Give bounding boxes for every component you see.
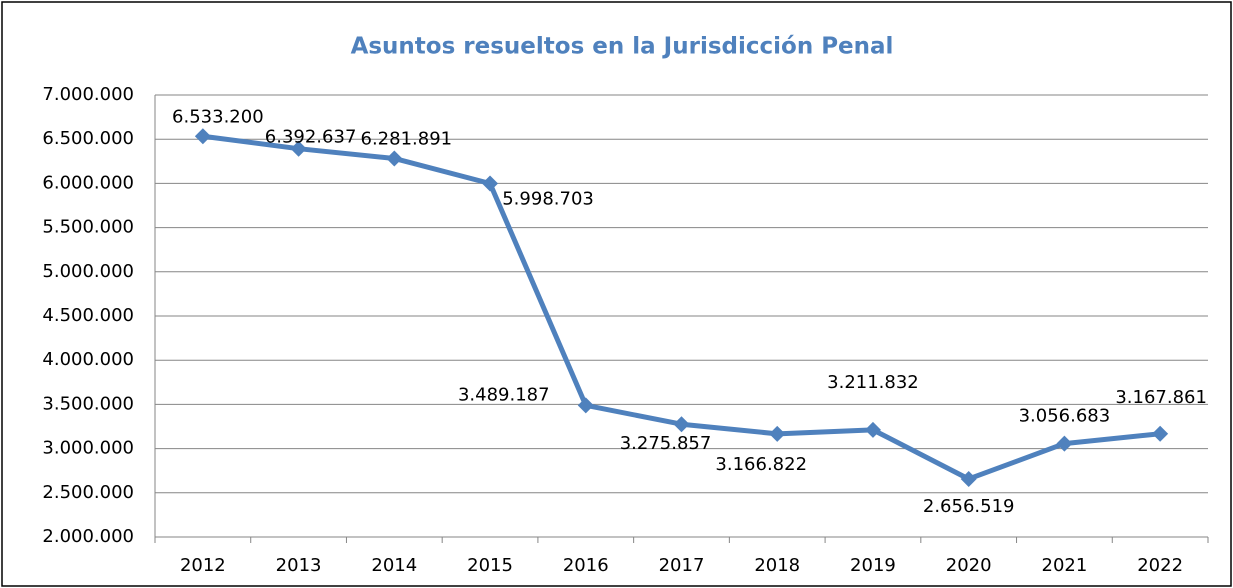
x-tick-label: 2016 <box>563 555 609 576</box>
point-marker <box>194 128 211 145</box>
point-marker <box>1152 425 1169 442</box>
data-label: 6.392.637 <box>265 127 357 148</box>
y-tick-label: 6.500.000 <box>42 128 134 149</box>
x-tick-label: 2014 <box>371 555 417 576</box>
data-label: 5.998.703 <box>502 189 594 210</box>
point-marker <box>577 397 594 414</box>
y-tick-label: 7.000.000 <box>42 84 134 105</box>
y-tick-label: 5.000.000 <box>42 261 134 282</box>
x-tick-label: 2015 <box>467 555 513 576</box>
point-marker <box>673 416 690 433</box>
y-tick-label: 4.500.000 <box>42 305 134 326</box>
point-marker <box>960 470 977 487</box>
x-tick-label: 2018 <box>754 555 800 576</box>
x-tick-label: 2013 <box>276 555 322 576</box>
data-label: 3.211.832 <box>827 372 919 393</box>
point-marker <box>482 175 499 192</box>
x-tick-label: 2017 <box>659 555 705 576</box>
y-tick-label: 3.000.000 <box>42 438 134 459</box>
data-label: 2.656.519 <box>923 496 1015 517</box>
data-label: 3.167.861 <box>1115 387 1207 408</box>
x-tick-label: 2019 <box>850 555 896 576</box>
y-tick-label: 3.500.000 <box>42 393 134 414</box>
y-tick-label: 4.000.000 <box>42 349 134 370</box>
y-tick-label: 2.000.000 <box>42 526 134 547</box>
point-marker <box>864 421 881 438</box>
data-label: 3.166.822 <box>715 454 807 475</box>
y-tick-label: 6.000.000 <box>42 172 134 193</box>
point-marker <box>386 150 403 167</box>
point-marker <box>769 425 786 442</box>
y-tick-label: 2.500.000 <box>42 482 134 503</box>
x-tick-label: 2022 <box>1137 555 1183 576</box>
x-tick-label: 2012 <box>180 555 226 576</box>
x-tick-label: 2020 <box>946 555 992 576</box>
data-label: 3.275.857 <box>620 433 712 454</box>
data-label: 6.533.200 <box>172 106 264 127</box>
data-label: 3.056.683 <box>1019 406 1111 427</box>
point-marker <box>1056 435 1073 452</box>
x-tick-label: 2021 <box>1042 555 1088 576</box>
chart-title: Asuntos resueltos en la Jurisdicción Pen… <box>351 34 894 60</box>
data-label: 6.281.891 <box>361 128 453 149</box>
data-label: 3.489.187 <box>458 384 550 405</box>
point-marker <box>290 140 307 157</box>
y-tick-label: 5.500.000 <box>42 217 134 238</box>
